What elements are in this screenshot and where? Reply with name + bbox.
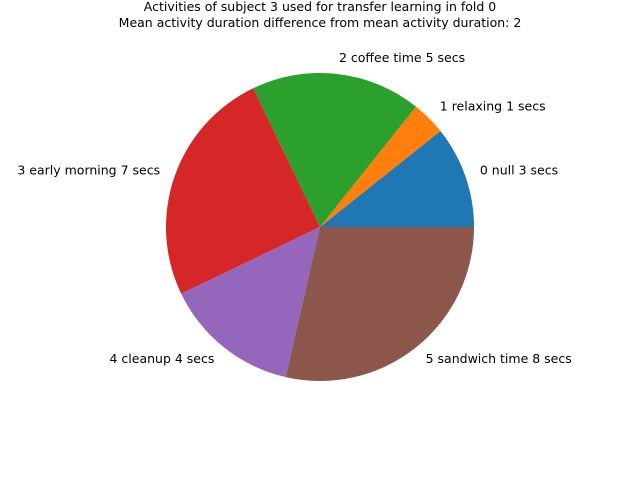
chart-title-line-1: Activities of subject 3 used for transfe… [144,0,497,14]
pie-label-4: 4 cleanup 4 secs [109,351,214,366]
pie-labels: 0 null 3 secs 1 relaxing 1 secs 2 coffee t… [17,50,571,366]
pie-slice-3 [165,88,320,294]
pie-slice-4 [181,227,320,378]
chart-title-line-2: Mean activity duration difference from m… [119,15,522,30]
pie-slice-2 [253,72,417,228]
pie-slice-0 [320,130,474,227]
pie-slices [165,72,474,382]
pie-label-0: 0 null 3 secs [480,163,558,178]
pie-slice-5 [285,227,474,382]
pie-label-3: 3 early morning 7 secs [17,163,160,178]
pie-label-1: 1 relaxing 1 secs [440,99,546,114]
pie-label-2: 2 coffee time 5 secs [339,50,465,65]
pie-slice-1 [320,106,441,227]
pie-label-5: 5 sandwich time 8 secs [426,351,572,366]
